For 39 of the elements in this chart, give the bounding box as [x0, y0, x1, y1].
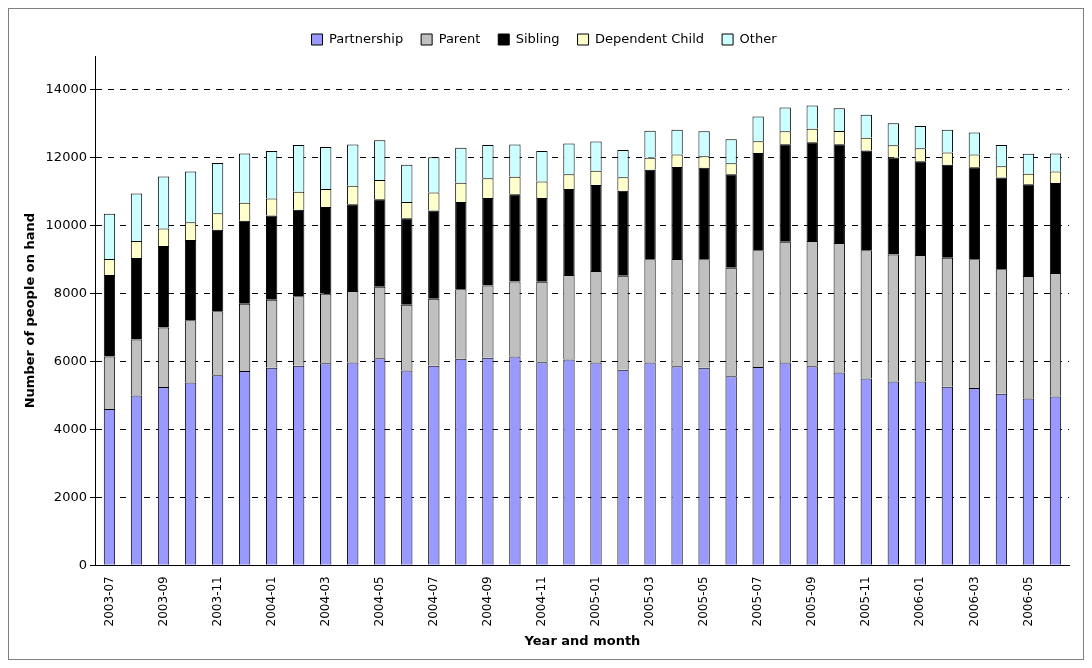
y-tick-label: 10000 — [45, 217, 87, 233]
y-tick-label: 12000 — [45, 149, 87, 165]
x-tick-label: 2006-05 — [1020, 576, 1035, 627]
legend-label: Sibling — [515, 30, 560, 46]
bar — [536, 197, 548, 282]
x-tick-label: 2005-05 — [696, 576, 711, 627]
x-tick-label: 2004-11 — [534, 576, 549, 627]
x-tick-label: 2006-01 — [912, 576, 927, 627]
y-tick-label: 6000 — [53, 352, 87, 368]
bar — [563, 189, 575, 275]
legend-label: Partnership — [329, 30, 404, 46]
x-tick-label: 2004-07 — [425, 576, 440, 627]
x-tick-label: 2003-07 — [101, 576, 116, 627]
legend-label: Parent — [438, 30, 481, 46]
legend-label: Other — [739, 30, 778, 46]
x-tick-label: 2005-09 — [804, 576, 819, 627]
x-axis-title: Year and month — [523, 632, 641, 648]
x-tick-label: 2004-05 — [371, 576, 386, 627]
bar — [455, 201, 467, 290]
y-tick-label: 2000 — [53, 488, 87, 504]
bar — [752, 153, 764, 251]
bar — [644, 169, 656, 260]
y-axis-title: Number of people on hand — [22, 212, 38, 409]
y-tick-label: 14000 — [45, 81, 87, 97]
x-tick-label: 2003-09 — [155, 576, 170, 627]
y-tick-label: 0 — [78, 556, 87, 572]
x-tick-label: 2003-11 — [209, 576, 224, 627]
x-tick-label: 2005-11 — [858, 576, 873, 627]
y-tick-label: 8000 — [53, 285, 87, 301]
x-tick-label: 2005-07 — [750, 576, 765, 627]
y-tick-label: 4000 — [53, 420, 87, 436]
x-tick-label: 2004-09 — [480, 576, 494, 627]
x-tick-label: 2004-03 — [317, 576, 332, 627]
x-tick-label: 2004-01 — [263, 576, 278, 627]
x-tick-label: 2005-01 — [588, 576, 603, 627]
x-tick-label: 2005-03 — [642, 576, 657, 627]
legend-label: Dependent Child — [595, 30, 705, 46]
bar — [671, 167, 683, 260]
x-tick-label: 2006-03 — [966, 576, 981, 627]
